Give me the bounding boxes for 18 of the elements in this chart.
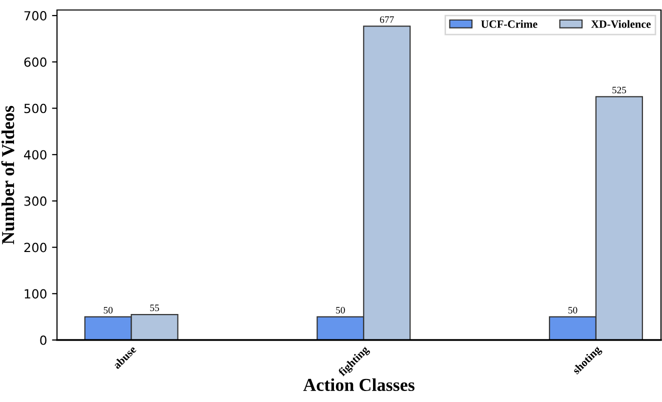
y-tick-label: 600 bbox=[24, 57, 46, 67]
y-tick-label: 200 bbox=[24, 242, 46, 252]
data-label: 50 bbox=[104, 306, 113, 314]
data-label: 50 bbox=[568, 306, 578, 314]
data-label: 50 bbox=[336, 306, 345, 314]
data-label: 525 bbox=[612, 86, 626, 94]
y-axis-title: Number of Videos bbox=[1, 106, 14, 244]
x-axis-title: Action Classes bbox=[303, 378, 414, 392]
y-tick-label: 0 bbox=[40, 335, 46, 345]
legend-label: XD-Violence bbox=[591, 20, 651, 28]
y-tick-label: 500 bbox=[24, 104, 46, 114]
legend-label: UCF-Crime bbox=[481, 20, 538, 28]
data-label: 677 bbox=[380, 16, 394, 23]
data-label: 55 bbox=[150, 304, 160, 312]
y-tick-label: 400 bbox=[24, 150, 46, 160]
y-tick-label: 700 bbox=[24, 11, 46, 20]
y-tick-label: 100 bbox=[24, 289, 46, 299]
y-tick-label: 300 bbox=[24, 196, 46, 206]
